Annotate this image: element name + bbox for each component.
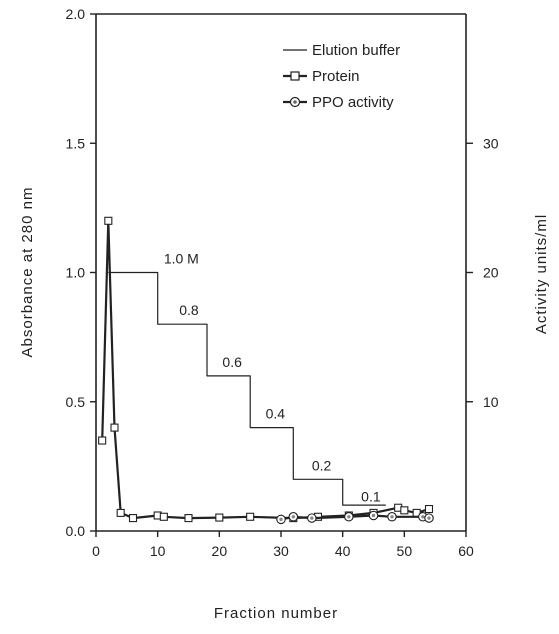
y-left-tick-label-2.0: 2.0 xyxy=(66,6,86,22)
series-line-ppo-activity xyxy=(280,514,430,521)
step-label-3: 0.4 xyxy=(266,406,286,422)
data-point-protein-2 xyxy=(110,423,119,432)
x-tick-label-60: 60 xyxy=(458,543,474,559)
right-axis-ticks: 10 20 30 xyxy=(466,135,499,410)
y-right-tick-label-30: 30 xyxy=(483,135,499,151)
y-right-tick-label-20: 20 xyxy=(483,265,499,281)
series-line-elution-buffer xyxy=(108,271,386,506)
left-axis-title: Absorbance at 280 nm xyxy=(19,187,36,358)
x-tick-label-20: 20 xyxy=(212,543,228,559)
step-label-4: 0.2 xyxy=(312,457,332,473)
data-point-protein-3 xyxy=(116,508,125,517)
data-point-protein-1 xyxy=(104,216,113,225)
x-tick-label-10: 10 xyxy=(150,543,166,559)
x-tick-label-30: 30 xyxy=(273,543,289,559)
data-point-protein-6 xyxy=(159,512,168,521)
x-tick-label-0: 0 xyxy=(92,543,100,559)
step-label-5: 0.1 xyxy=(361,488,381,504)
data-point-protein-9 xyxy=(246,512,255,521)
series-line-protein xyxy=(101,219,430,520)
data-point-center-ppo-activity-4 xyxy=(371,513,376,518)
left-axis-ticks: 0.0 0.5 1.0 1.5 2.0 xyxy=(66,6,96,539)
data-point-protein-4 xyxy=(128,514,138,523)
data-point-center-ppo-activity-7 xyxy=(427,516,431,520)
legend-label-elution-buffer: Elution buffer xyxy=(312,42,400,59)
step-label-2: 0.6 xyxy=(222,354,242,370)
legend-label-ppo-activity: PPO activity xyxy=(312,94,394,111)
step-label-0: 1.0 M xyxy=(164,250,199,266)
right-axis-title: Activity units/ml xyxy=(533,214,550,334)
y-left-tick-label-1.5: 1.5 xyxy=(66,135,86,151)
data-point-protein-15 xyxy=(400,506,409,515)
data-point-center-ppo-activity-2 xyxy=(310,516,314,520)
data-point-center-ppo-activity-0 xyxy=(279,517,283,522)
x-tick-label-50: 50 xyxy=(397,543,413,559)
data-point-center-ppo-activity-3 xyxy=(347,515,351,519)
data-point-center-ppo-activity-5 xyxy=(390,515,394,519)
data-point-center-ppo-activity-6 xyxy=(421,515,425,519)
legend: Elution buffer Protein PPO activity xyxy=(283,42,400,111)
legend-marker-ppo-activity-dot xyxy=(293,100,297,104)
x-tick-label-40: 40 xyxy=(335,543,351,559)
step-labels: 1.0 M 0.8 0.6 0.4 0.2 0.1 xyxy=(164,250,381,504)
data-point-protein-7 xyxy=(184,514,193,523)
series-layer xyxy=(98,216,434,525)
y-left-tick-label-1.0: 1.0 xyxy=(66,265,86,281)
legend-marker-protein xyxy=(290,71,300,81)
x-axis-title: Fraction number xyxy=(214,605,338,622)
data-point-center-ppo-activity-1 xyxy=(291,515,296,519)
y-right-tick-label-10: 10 xyxy=(483,394,499,410)
step-label-1: 0.8 xyxy=(179,302,199,318)
x-axis-ticks: 0 10 20 30 40 50 60 xyxy=(92,531,474,559)
y-left-tick-label-0.0: 0.0 xyxy=(66,523,86,539)
legend-label-protein: Protein xyxy=(312,68,360,85)
y-left-tick-label-0.5: 0.5 xyxy=(66,394,86,410)
data-point-protein-8 xyxy=(215,513,224,522)
data-point-protein-0 xyxy=(98,436,107,445)
data-point-protein-17 xyxy=(424,504,434,514)
